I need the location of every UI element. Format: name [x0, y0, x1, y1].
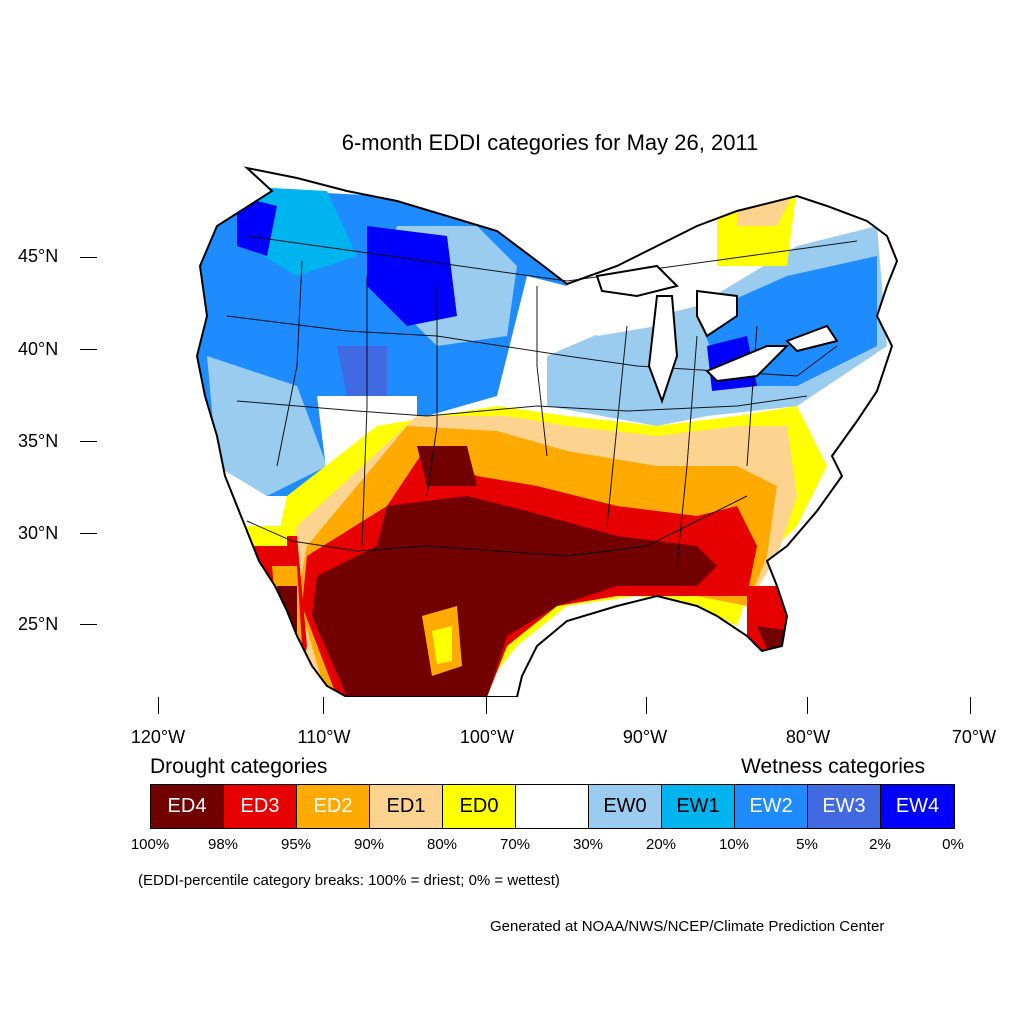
legend-break-label: 70%	[499, 836, 531, 853]
lon-tick-70	[970, 697, 971, 714]
lon-label-100: 100°W	[459, 727, 515, 747]
lon-label-120: 120°W	[130, 727, 186, 747]
lat-label-25: 25°N	[18, 614, 59, 634]
legend-box-ed0: ED0	[443, 785, 516, 828]
lat-label-45: 45°N	[18, 246, 59, 266]
legend-break-label: 5%	[796, 836, 818, 853]
legend-break-label: 0%	[942, 836, 964, 853]
category-note: (EDDI-percentile category breaks: 100% =…	[138, 872, 560, 889]
lon-tick-80	[807, 697, 808, 714]
legend-box-ed1: ED1	[370, 785, 443, 828]
lat-label-40: 40°N	[18, 339, 59, 359]
eddi-map	[97, 166, 1004, 697]
lon-tick-120	[158, 697, 159, 714]
lat-tick-30	[80, 533, 97, 534]
legend-box-ew3: EW3	[808, 785, 881, 828]
lon-tick-90	[646, 697, 647, 714]
drought-heading: Drought categories	[150, 755, 328, 778]
lat-label-30: 30°N	[18, 523, 59, 543]
legend-break-label: 30%	[572, 836, 604, 853]
legend-box-ed4: ED4	[151, 785, 224, 828]
lon-label-70: 70°W	[951, 727, 997, 747]
lon-tick-100	[486, 697, 487, 714]
legend-box-ed2: ED2	[297, 785, 370, 828]
legend-break-label: 10%	[718, 836, 750, 853]
legend-box-ew2: EW2	[735, 785, 808, 828]
lat-tick-25	[80, 624, 97, 625]
legend-break-label: 20%	[645, 836, 677, 853]
lon-label-90: 90°W	[622, 727, 668, 747]
legend-break-label: 80%	[426, 836, 458, 853]
legend-box-ed3: ED3	[224, 785, 297, 828]
legend-color-bar: ED4 ED3 ED2 ED1 ED0 EW0 EW1 EW2 EW3 EW4	[150, 784, 955, 829]
map-title: 6-month EDDI categories for May 26, 2011	[341, 130, 759, 155]
credit-line: Generated at NOAA/NWS/NCEP/Climate Predi…	[490, 918, 885, 935]
legend-break-label: 95%	[280, 836, 312, 853]
legend-break-label: 2%	[869, 836, 891, 853]
lon-label-110: 110°W	[297, 727, 351, 747]
legend-box-ew4: EW4	[881, 785, 954, 828]
wetness-heading: Wetness categories	[741, 755, 926, 778]
lat-label-35: 35°N	[18, 431, 59, 451]
lon-label-80: 80°W	[785, 727, 831, 747]
legend-box-neutral	[516, 785, 589, 828]
legend-box-ew0: EW0	[589, 785, 662, 828]
legend-break-label: 100%	[130, 836, 170, 853]
lon-tick-110	[323, 697, 324, 714]
legend-break-label: 90%	[353, 836, 385, 853]
lat-tick-40	[80, 349, 97, 350]
legend-break-label: 98%	[207, 836, 239, 853]
lat-tick-45	[80, 257, 97, 258]
lat-tick-35	[80, 441, 97, 442]
map-panel	[97, 166, 1004, 697]
legend-box-ew1: EW1	[662, 785, 735, 828]
